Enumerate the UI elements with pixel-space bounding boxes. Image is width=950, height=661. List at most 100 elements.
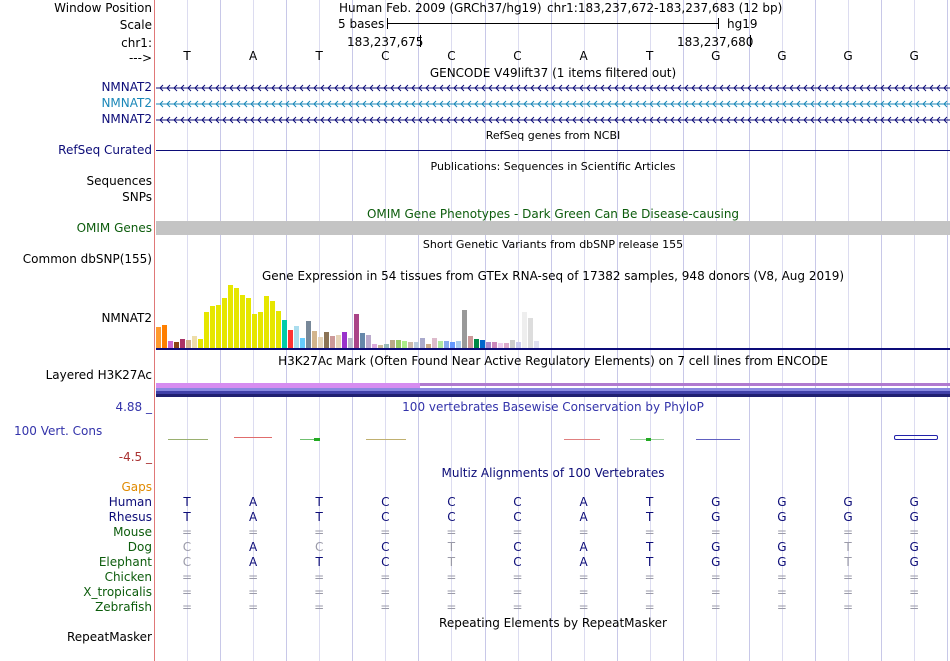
- multiz-species-label[interactable]: Human: [108, 495, 152, 509]
- h3k27ac-track-label[interactable]: Layered H3K27Ac: [45, 368, 152, 382]
- omim-track-title[interactable]: OMIM Gene Phenotypes - Dark Green Can Be…: [366, 207, 740, 221]
- gtex-tissue-bar[interactable]: [360, 333, 365, 348]
- gtex-tissue-bar[interactable]: [252, 314, 257, 348]
- gtex-tissue-bar[interactable]: [198, 339, 203, 348]
- refseq-track-title[interactable]: RefSeq genes from NCBI: [485, 129, 621, 142]
- gtex-tissue-bar[interactable]: [498, 343, 503, 348]
- gtex-tissue-bar[interactable]: [420, 338, 425, 348]
- multiz-species-label[interactable]: Zebrafish: [95, 600, 152, 614]
- gencode-item-label-2[interactable]: NMNAT2: [101, 96, 152, 110]
- repeatmasker-track-title[interactable]: Repeating Elements by RepeatMasker: [439, 616, 667, 630]
- gtex-tissue-bar[interactable]: [276, 311, 281, 348]
- gtex-tissue-bar[interactable]: [330, 336, 335, 348]
- gtex-tissue-bar[interactable]: [528, 318, 533, 348]
- gtex-tissue-bar[interactable]: [312, 331, 317, 348]
- gtex-tissue-bar[interactable]: [306, 321, 311, 348]
- gtex-tissue-bar[interactable]: [240, 295, 245, 348]
- gtex-tissue-bar[interactable]: [342, 332, 347, 348]
- gtex-tissue-bar[interactable]: [414, 342, 419, 348]
- gtex-tissue-bar[interactable]: [348, 338, 353, 348]
- gtex-tissue-bar[interactable]: [384, 344, 389, 348]
- gtex-tissue-bar[interactable]: [444, 341, 449, 348]
- gtex-tissue-bar[interactable]: [264, 296, 269, 348]
- dbsnp-track-title[interactable]: Short Genetic Variants from dbSNP releas…: [422, 238, 684, 251]
- gtex-tissue-bar[interactable]: [282, 320, 287, 348]
- gtex-tissue-bar[interactable]: [474, 339, 479, 348]
- gencode-track-title[interactable]: GENCODE V49lift37 (1 items filtered out): [429, 66, 677, 80]
- gencode-transcript-2[interactable]: [156, 100, 950, 108]
- gtex-tissue-bar[interactable]: [468, 336, 473, 348]
- gtex-bar-chart[interactable]: [156, 284, 556, 348]
- position-text[interactable]: chr1:183,237,672-183,237,683 (12 bp): [547, 1, 783, 15]
- multiz-gaps-label[interactable]: Gaps: [121, 480, 152, 494]
- gencode-transcript-3[interactable]: [156, 116, 950, 124]
- gtex-tissue-bar[interactable]: [402, 341, 407, 348]
- gtex-tissue-bar[interactable]: [462, 310, 467, 348]
- gtex-tissue-bar[interactable]: [438, 341, 443, 348]
- refseq-gene-line[interactable]: [156, 150, 950, 151]
- gtex-tissue-bar[interactable]: [450, 342, 455, 348]
- gencode-transcript-1[interactable]: [156, 84, 950, 92]
- gtex-tissue-bar[interactable]: [486, 342, 491, 348]
- gencode-item-label-3[interactable]: NMNAT2: [101, 112, 152, 126]
- gtex-tissue-bar[interactable]: [534, 341, 539, 348]
- gtex-tissue-bar[interactable]: [366, 335, 371, 348]
- multiz-track-title[interactable]: Multiz Alignments of 100 Vertebrates: [441, 466, 665, 480]
- gtex-tissue-bar[interactable]: [234, 288, 239, 348]
- gtex-tissue-bar[interactable]: [522, 312, 527, 348]
- conservation-track-title[interactable]: 100 vertebrates Basewise Conservation by…: [402, 400, 704, 414]
- gtex-tissue-bar[interactable]: [318, 337, 323, 348]
- gtex-tissue-bar[interactable]: [492, 342, 497, 348]
- repeatmasker-track-label[interactable]: RepeatMasker: [66, 630, 152, 644]
- gtex-tissue-bar[interactable]: [324, 332, 329, 348]
- multiz-species-label[interactable]: Dog: [127, 540, 152, 554]
- gtex-tissue-bar[interactable]: [294, 326, 299, 348]
- gtex-tissue-bar[interactable]: [354, 314, 359, 348]
- gtex-tissue-bar[interactable]: [510, 340, 515, 348]
- h3k27ac-signal[interactable]: [156, 383, 950, 399]
- gtex-tissue-bar[interactable]: [456, 341, 461, 348]
- conservation-signal[interactable]: [156, 430, 950, 450]
- gencode-item-label-1[interactable]: NMNAT2: [101, 80, 152, 94]
- gtex-tissue-bar[interactable]: [396, 340, 401, 348]
- h3k27ac-track-title[interactable]: H3K27Ac Mark (Often Found Near Active Re…: [278, 354, 828, 368]
- gtex-tissue-bar[interactable]: [408, 342, 413, 348]
- gtex-tissue-bar[interactable]: [222, 298, 227, 348]
- dbsnp-track-label[interactable]: Common dbSNP(155): [22, 252, 152, 266]
- multiz-species-label[interactable]: Chicken: [104, 570, 152, 584]
- gtex-tissue-bar[interactable]: [228, 285, 233, 348]
- gtex-tissue-bar[interactable]: [426, 344, 431, 348]
- publications-snps-label[interactable]: SNPs: [122, 190, 152, 204]
- gtex-tissue-bar[interactable]: [186, 340, 191, 348]
- gtex-tissue-bar[interactable]: [372, 344, 377, 348]
- gtex-tissue-bar[interactable]: [174, 342, 179, 348]
- multiz-species-label[interactable]: Elephant: [98, 555, 152, 569]
- gtex-tissue-bar[interactable]: [210, 306, 215, 348]
- gencode-gene-features[interactable]: [156, 81, 950, 127]
- gtex-tissue-bar[interactable]: [216, 305, 221, 348]
- gtex-tissue-bar[interactable]: [378, 345, 383, 348]
- gtex-tissue-bar[interactable]: [258, 312, 263, 348]
- refseq-track-label[interactable]: RefSeq Curated: [58, 143, 152, 157]
- gtex-tissue-bar[interactable]: [336, 335, 341, 348]
- gtex-track-title[interactable]: Gene Expression in 54 tissues from GTEx …: [261, 269, 845, 283]
- gtex-tissue-bar[interactable]: [156, 327, 161, 348]
- omim-track-label[interactable]: OMIM Genes: [76, 221, 152, 235]
- omim-phenotype-bar[interactable]: [156, 221, 950, 235]
- multiz-species-label[interactable]: X_tropicalis: [83, 585, 152, 599]
- gtex-tissue-bar[interactable]: [516, 342, 521, 348]
- publications-sequences-label[interactable]: Sequences: [86, 174, 152, 188]
- multiz-species-label[interactable]: Rhesus: [108, 510, 152, 524]
- gtex-tissue-bar[interactable]: [504, 343, 509, 348]
- gtex-tissue-bar[interactable]: [192, 336, 197, 348]
- multiz-species-label[interactable]: Mouse: [113, 525, 152, 539]
- gtex-tissue-bar[interactable]: [288, 330, 293, 348]
- gtex-tissue-bar[interactable]: [180, 339, 185, 348]
- gtex-track-label[interactable]: NMNAT2: [101, 311, 152, 325]
- gtex-tissue-bar[interactable]: [432, 338, 437, 348]
- gtex-tissue-bar[interactable]: [270, 301, 275, 348]
- gtex-tissue-bar[interactable]: [168, 341, 173, 348]
- gtex-tissue-bar[interactable]: [480, 340, 485, 348]
- gtex-tissue-bar[interactable]: [246, 298, 251, 348]
- gtex-tissue-bar[interactable]: [390, 340, 395, 348]
